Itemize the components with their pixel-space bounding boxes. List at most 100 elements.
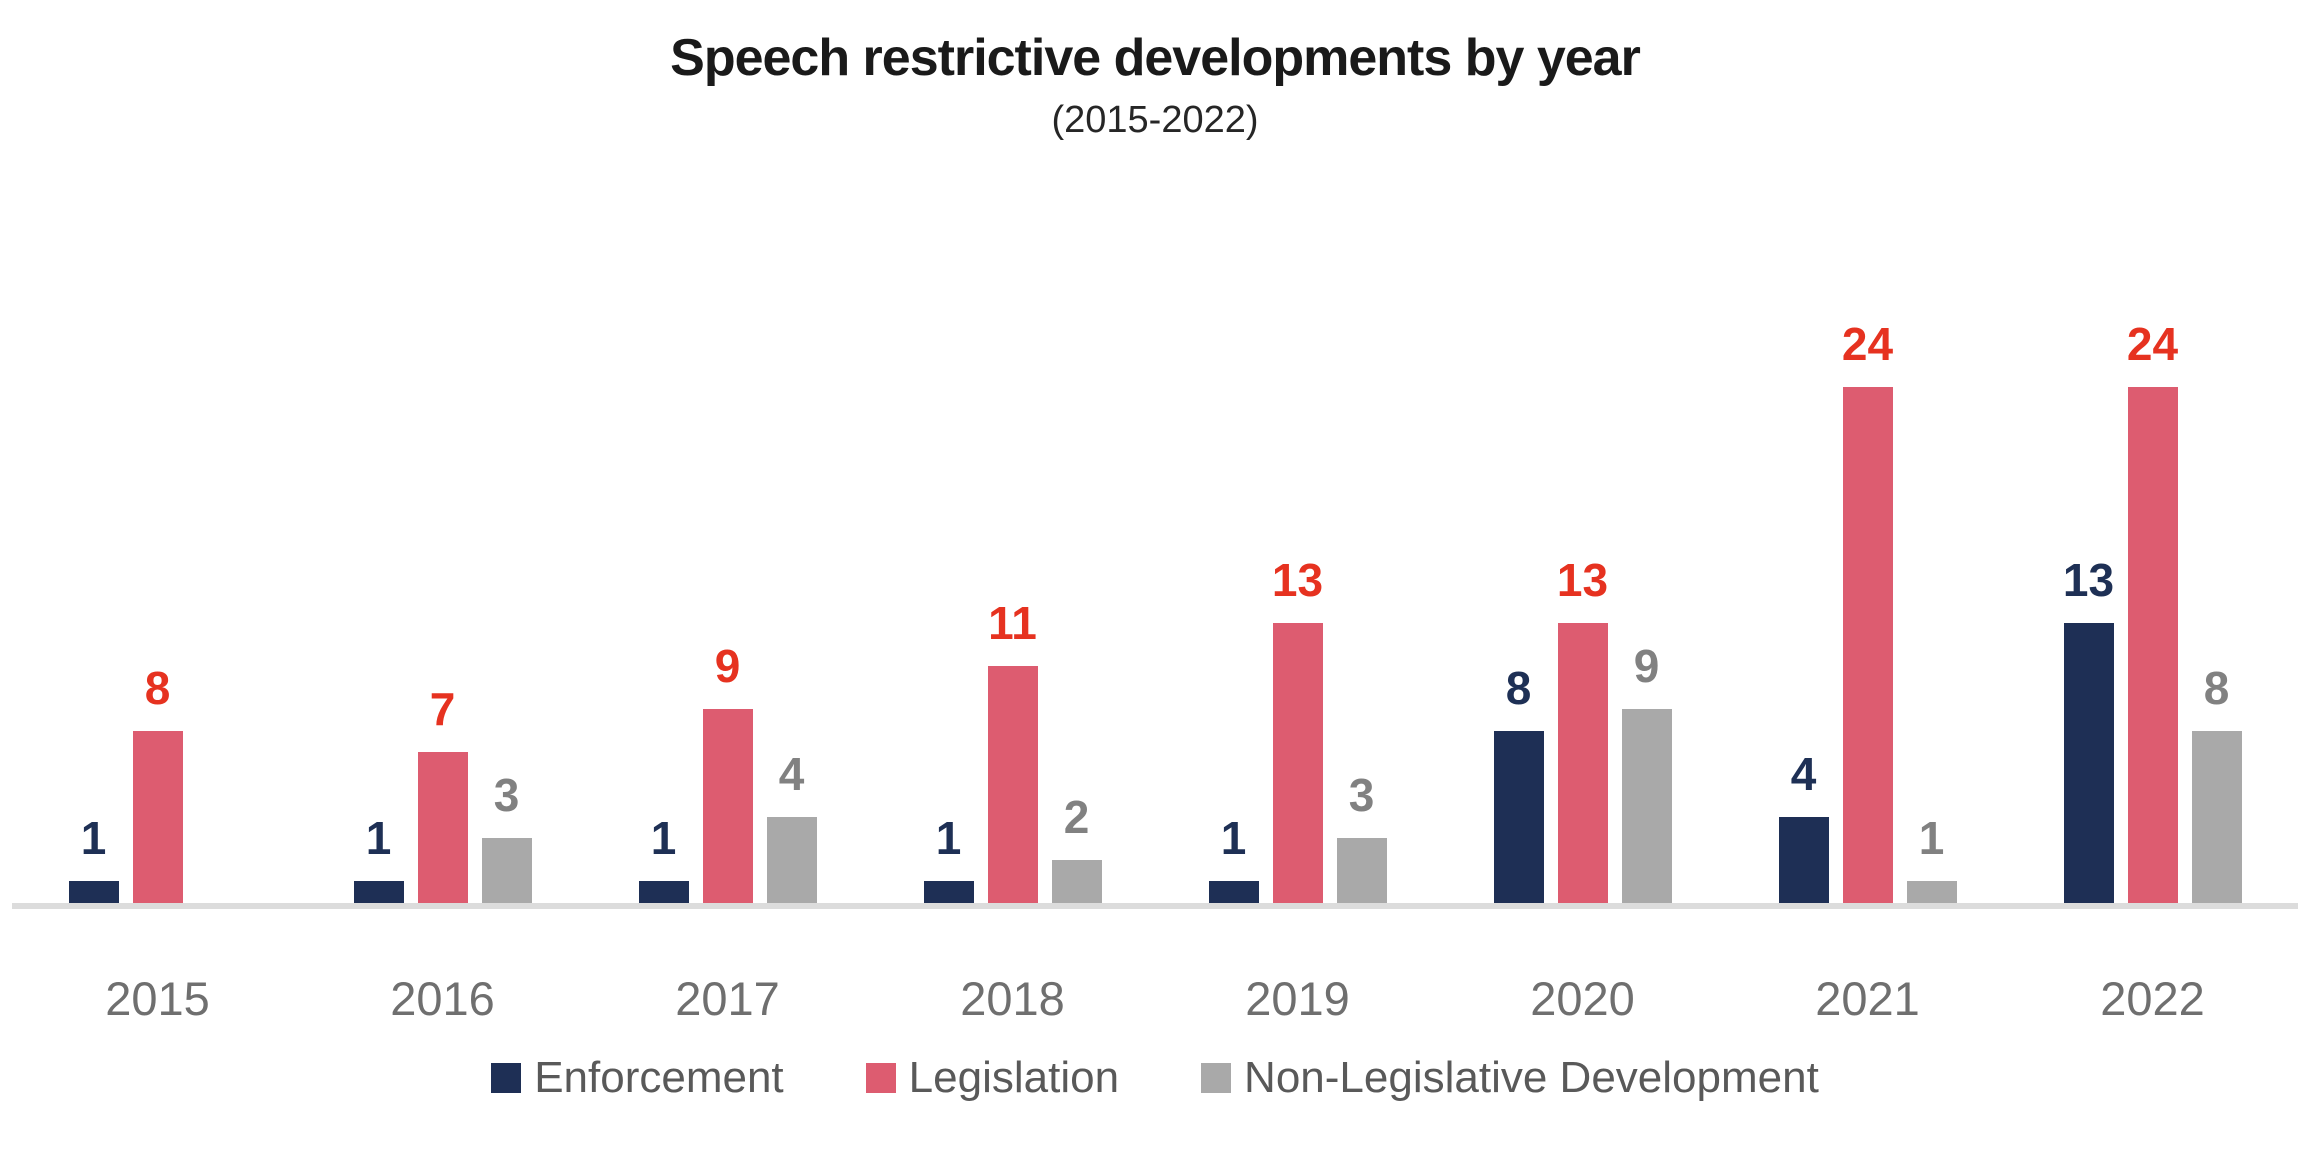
- x-axis-label-2015: 2015: [105, 972, 210, 1025]
- bar-legislation-2015: [132, 731, 183, 903]
- bar-slot-enforcement-2018: 1: [923, 812, 974, 903]
- bar-non-legislative-development-2016: [481, 838, 532, 903]
- data-label: 3: [1348, 769, 1375, 821]
- data-label: 9: [714, 640, 741, 692]
- x-axis-label-2021: 2021: [1815, 972, 1920, 1025]
- legend-swatch-icon: [1201, 1063, 1232, 1093]
- bar-group-2022: 13 24 8: [2010, 253, 2295, 903]
- bar-slot-enforcement-2020: 8: [1493, 662, 1544, 903]
- data-label: 4: [778, 748, 805, 800]
- bar-enforcement-2016: [353, 881, 404, 903]
- bar-slot-legislation-2019: 13: [1271, 554, 1324, 903]
- bar-slot-legislation-2017: 9: [702, 640, 753, 903]
- chart-subtitle: (2015-2022): [1051, 99, 1259, 141]
- data-label: 24: [2126, 318, 2179, 370]
- legend: Enforcement Legislation Non-Legislative De…: [0, 1056, 2310, 1100]
- legend-item-legislation: Legislation: [865, 1053, 1120, 1102]
- legend-label: Legislation: [908, 1053, 1120, 1102]
- bar-slot-legislation-2015: 8: [132, 662, 183, 903]
- bar-enforcement-2020: [1493, 731, 1544, 903]
- bar-group-2019: 1 13 3: [1155, 253, 1440, 903]
- bar-enforcement-2019: [1208, 881, 1259, 903]
- bar-legislation-2019: [1272, 623, 1323, 903]
- legend-swatch-icon: [491, 1063, 522, 1093]
- bar-group-2021: 4 24 1: [1725, 253, 2010, 903]
- x-axis-label-2022: 2022: [2100, 972, 2205, 1025]
- bar-slot-non-legislative-development-2020: 9: [1621, 640, 1672, 903]
- bar-slot-legislation-2020: 13: [1556, 554, 1609, 903]
- x-axis-label-2020: 2020: [1530, 972, 1635, 1025]
- data-label: 1: [935, 812, 962, 864]
- bar-slot-non-legislative-development-2018: 2: [1051, 791, 1102, 903]
- x-axis-label-2016: 2016: [390, 972, 495, 1025]
- bar-slot-enforcement-2017: 1: [638, 812, 689, 903]
- data-label: 3: [493, 769, 520, 821]
- bar-slot-enforcement-2019: 1: [1208, 812, 1259, 903]
- data-label: 8: [144, 662, 171, 714]
- bar-legislation-2020: [1557, 623, 1608, 903]
- bar-enforcement-2021: [1778, 817, 1829, 903]
- bar-slot-legislation-2021: 24: [1841, 318, 1894, 903]
- data-label: 1: [365, 812, 392, 864]
- legend-label: Non-Legislative Development: [1244, 1053, 1819, 1102]
- bar-slot-enforcement-2015: 1: [68, 812, 119, 903]
- bar-group-2020: 8 13 9: [1440, 253, 1725, 903]
- bar-slot-non-legislative-development-2021: 1: [1906, 812, 1957, 903]
- bar-slot-enforcement-2016: 1: [353, 812, 404, 903]
- bar-legislation-2016: [417, 752, 468, 903]
- x-axis-label-2018: 2018: [960, 972, 1065, 1025]
- bar-slot-legislation-2016: 7: [417, 683, 468, 903]
- x-axis-label-2017: 2017: [675, 972, 780, 1025]
- bar-group-2017: 1 9 4: [585, 253, 870, 903]
- data-label: 1: [1918, 812, 1945, 864]
- data-label: 13: [1271, 554, 1324, 606]
- bar-enforcement-2017: [638, 881, 689, 903]
- data-label: 4: [1790, 748, 1817, 800]
- data-label: 1: [1220, 812, 1247, 864]
- chart-title: Speech restrictive developments by year: [670, 29, 1641, 87]
- bar-slot-non-legislative-development-2019: 3: [1336, 769, 1387, 903]
- data-label: 11: [988, 597, 1037, 649]
- x-axis-labels: 2015 2016 2017 2018 2019 2020 2021 2022: [15, 975, 2295, 1022]
- data-label: 13: [1556, 554, 1609, 606]
- data-label: 1: [650, 812, 677, 864]
- legend-item-enforcement: Enforcement: [491, 1053, 784, 1102]
- legend-item-non-legislative-development: Non-Legislative Development: [1201, 1056, 1819, 1100]
- data-label: 2: [1063, 791, 1090, 843]
- bar-enforcement-2018: [923, 881, 974, 903]
- data-label: 9: [1633, 640, 1660, 692]
- bar-non-legislative-development-2017: [766, 817, 817, 903]
- bar-slot-legislation-2022: 24: [2126, 318, 2179, 903]
- bar-group-2018: 1 11 2: [870, 253, 1155, 903]
- bar-non-legislative-development-2020: [1621, 709, 1672, 903]
- bar-enforcement-2015: [68, 881, 119, 903]
- data-label: 13: [2062, 554, 2115, 606]
- bar-legislation-2017: [702, 709, 753, 903]
- bar-slot-enforcement-2022: 13: [2062, 554, 2115, 903]
- bar-slot-non-legislative-development-2022: 8: [2191, 662, 2242, 903]
- legend-swatch-icon: [865, 1063, 896, 1093]
- bar-legislation-2018: [987, 666, 1038, 903]
- bar-non-legislative-development-2022: [2191, 731, 2242, 903]
- data-label: 24: [1841, 318, 1894, 370]
- data-label: 8: [1505, 662, 1532, 714]
- legend-label: Enforcement: [534, 1053, 784, 1102]
- x-axis-label-2019: 2019: [1245, 972, 1350, 1025]
- bar-legislation-2021: [1842, 387, 1893, 903]
- bar-slot-legislation-2018: 11: [987, 597, 1038, 903]
- bar-enforcement-2022: [2063, 623, 2114, 903]
- plot-area: 1 8 1 7 3 1 9 4 1 11 2 1 13 3 8 13 9 4 24 1 13 24 8: [15, 253, 2295, 903]
- x-axis-line: [12, 903, 2298, 909]
- bar-non-legislative-development-2018: [1051, 860, 1102, 903]
- data-label: 1: [80, 812, 107, 864]
- bar-slot-enforcement-2021: 4: [1778, 748, 1829, 903]
- bar-slot-non-legislative-development-2017: 4: [766, 748, 817, 903]
- data-label: 8: [2203, 662, 2230, 714]
- bar-non-legislative-development-2019: [1336, 838, 1387, 903]
- bar-legislation-2022: [2127, 387, 2178, 903]
- data-label: 7: [429, 683, 456, 735]
- bar-non-legislative-development-2021: [1906, 881, 1957, 903]
